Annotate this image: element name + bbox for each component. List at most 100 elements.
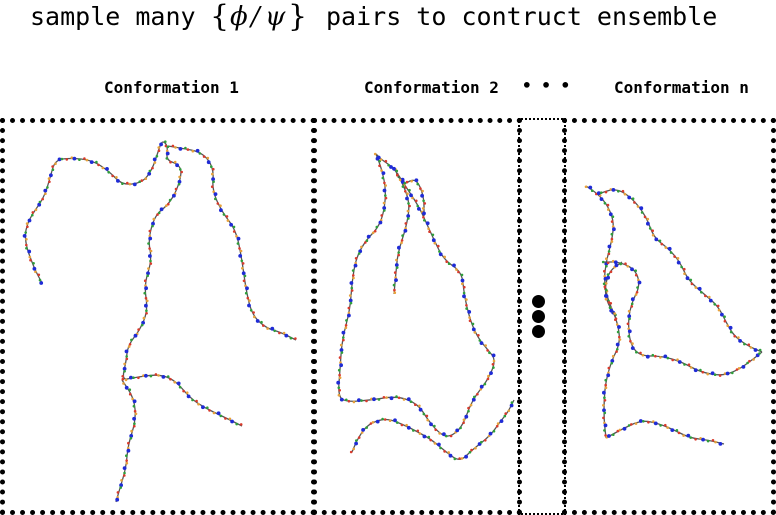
- chain-atom: [608, 306, 612, 310]
- chain-atom: [627, 327, 630, 331]
- chain-atom: [613, 260, 618, 265]
- chain-atom: [748, 359, 751, 363]
- chain-atom: [174, 146, 177, 149]
- chain-atom: [427, 227, 430, 230]
- chain-atom: [120, 479, 123, 482]
- chain-atom: [173, 160, 177, 164]
- chain-atom: [373, 229, 377, 233]
- chain-atom: [404, 227, 407, 230]
- chain-atom: [224, 417, 227, 420]
- chain-atom: [392, 166, 396, 171]
- panel-label-2: Conformation 2: [364, 78, 499, 97]
- chain-atom: [431, 233, 435, 237]
- chain-atom: [458, 457, 461, 460]
- chain-atom: [140, 323, 144, 327]
- chain-atom: [433, 241, 437, 245]
- chain-atom: [132, 416, 137, 421]
- chain-atom: [151, 166, 154, 170]
- chain-atom: [210, 185, 214, 188]
- chain-atom: [132, 404, 136, 408]
- chain-atom: [738, 339, 742, 343]
- chain-atom: [119, 486, 122, 489]
- chain-atom: [604, 294, 608, 298]
- chain-atom: [128, 392, 132, 396]
- chain-atom: [606, 373, 611, 378]
- chain-atom: [699, 437, 702, 440]
- chain-atom: [403, 181, 407, 185]
- chain-atom: [384, 194, 387, 197]
- chain-atom: [603, 274, 606, 278]
- chain-atom: [142, 316, 146, 320]
- chain-atom: [479, 388, 483, 391]
- chain-atom: [147, 242, 150, 245]
- chain-atom: [660, 242, 664, 246]
- chain-atom: [621, 189, 625, 193]
- chain-atom: [673, 255, 676, 258]
- chain-atom: [339, 361, 342, 364]
- chain-atom: [741, 365, 746, 369]
- chain-atom: [590, 189, 594, 192]
- chain-atom: [383, 181, 386, 185]
- chain-atom: [245, 286, 249, 291]
- chain-atom: [425, 414, 429, 418]
- chain-atom: [418, 404, 421, 408]
- chain-atom: [401, 234, 404, 237]
- chain-atom: [60, 157, 64, 161]
- chain-atom: [460, 273, 464, 277]
- chain-atom: [419, 187, 422, 190]
- chain-atom: [127, 441, 130, 445]
- chain-atom: [201, 405, 205, 410]
- chain-atom: [438, 252, 443, 257]
- chain-atom: [348, 294, 352, 297]
- chain-atom: [239, 423, 243, 426]
- chain-atom: [97, 163, 100, 167]
- chain-atom: [338, 376, 342, 380]
- conformation-panel-n: [562, 118, 776, 515]
- chain-atom: [128, 343, 132, 346]
- chain-atom: [345, 319, 348, 322]
- chain-atom: [382, 206, 387, 210]
- chain-atom: [336, 380, 341, 385]
- chain-atom: [676, 257, 680, 260]
- chain-atom: [645, 354, 650, 359]
- chain-atom: [124, 385, 129, 390]
- chain-atom: [396, 421, 399, 424]
- chain-atom: [242, 279, 246, 283]
- chain-atom: [670, 428, 675, 432]
- chain-atom: [599, 197, 604, 202]
- chain-atom: [504, 412, 508, 415]
- chain-atom: [379, 158, 383, 161]
- heading: sample many { ϕ / ψ } pairs to contruct …: [0, 0, 776, 40]
- chain-atom: [616, 429, 620, 433]
- chain-atom: [462, 421, 465, 425]
- chain-atom: [133, 333, 138, 338]
- chain-atom: [212, 180, 215, 183]
- chain-atom: [133, 409, 137, 413]
- chain-atom: [717, 308, 721, 312]
- chain-atom: [349, 301, 353, 305]
- chain-atom: [467, 310, 472, 314]
- chain-atom: [210, 165, 213, 168]
- chain-atom: [282, 331, 286, 335]
- chain-atom: [206, 406, 209, 410]
- chain-atom: [630, 302, 634, 306]
- chain-atom: [337, 386, 341, 390]
- chain-atom: [607, 208, 610, 211]
- chain-atom: [663, 354, 668, 359]
- chain-atom: [635, 291, 639, 294]
- chain-atom: [617, 190, 620, 193]
- chain-atom: [599, 191, 603, 194]
- chain-atom: [123, 362, 126, 366]
- chain-atom: [651, 229, 654, 232]
- chain-atom: [464, 414, 469, 419]
- chain-atom: [631, 342, 634, 345]
- chain-atom: [395, 395, 398, 398]
- chain-atom: [406, 397, 411, 402]
- chain-atom: [153, 161, 157, 164]
- chain-atom: [37, 273, 41, 277]
- chain-atom: [639, 206, 644, 211]
- chain-atom: [414, 178, 419, 183]
- chain-atom: [487, 374, 490, 378]
- chain-atom: [676, 260, 681, 265]
- chain-atom: [423, 202, 427, 205]
